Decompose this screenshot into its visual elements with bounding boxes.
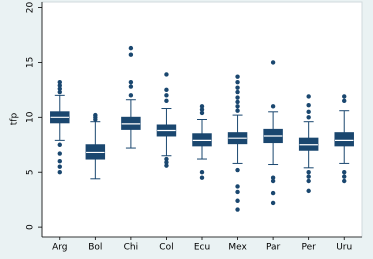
outlier — [235, 108, 240, 113]
outlier — [235, 207, 240, 212]
outlier — [235, 189, 240, 195]
outlier — [57, 151, 62, 156]
outlier — [235, 74, 240, 79]
x-tick-label: Par — [266, 243, 281, 253]
box — [334, 132, 354, 147]
outlier — [342, 98, 347, 104]
outlier — [164, 72, 169, 77]
outlier — [306, 109, 311, 115]
outlier — [235, 198, 240, 203]
x-tick-label: Uru — [336, 243, 352, 253]
outlier — [235, 104, 240, 109]
outlier — [235, 99, 240, 105]
y-tick-label: 15 — [26, 57, 36, 68]
outlier — [57, 83, 62, 88]
y-tick-label: 10 — [26, 111, 36, 123]
x-tick-label: Mex — [228, 243, 247, 253]
outlier — [235, 167, 240, 173]
outlier — [199, 110, 205, 116]
outlier — [306, 188, 311, 194]
outlier — [235, 95, 240, 100]
outlier — [235, 89, 240, 95]
outlier — [235, 85, 240, 90]
x-tick-label: Bol — [88, 243, 102, 253]
outlier — [342, 178, 347, 184]
y-tick-label: 20 — [26, 1, 36, 13]
outlier — [306, 115, 311, 120]
outlier — [128, 52, 134, 57]
outlier — [270, 60, 276, 65]
outlier — [164, 87, 169, 93]
outlier — [57, 79, 62, 85]
outlier — [164, 98, 169, 104]
outlier — [57, 170, 62, 175]
outlier — [342, 174, 347, 179]
y-axis-label: tfp — [10, 113, 20, 126]
outlier — [306, 174, 311, 179]
outlier — [342, 94, 347, 99]
outlier — [93, 117, 98, 122]
outlier — [57, 142, 62, 147]
outlier — [57, 164, 62, 169]
outlier — [199, 107, 205, 112]
outlier — [270, 200, 276, 206]
outlier — [164, 163, 169, 168]
outlier — [199, 104, 205, 109]
outlier — [128, 93, 134, 98]
x-tick-label: Per — [301, 243, 316, 253]
outlier — [270, 178, 276, 184]
outlier — [164, 156, 169, 162]
outlier — [270, 104, 276, 109]
outlier — [306, 178, 311, 184]
outlier — [128, 79, 134, 85]
outlier — [57, 86, 62, 91]
outlier — [235, 184, 240, 189]
outlier — [270, 175, 276, 180]
x-tick-label: Arg — [52, 243, 67, 253]
outlier — [306, 94, 311, 99]
outlier — [235, 79, 240, 85]
outlier — [199, 175, 205, 180]
x-tick-label: Col — [159, 243, 173, 253]
outlier — [306, 103, 311, 108]
outlier — [342, 170, 347, 175]
x-tick-label: Ecu — [194, 243, 210, 253]
outlier — [128, 84, 134, 89]
outlier — [164, 93, 169, 98]
outlier — [199, 170, 205, 175]
outlier — [270, 190, 276, 196]
outlier — [164, 160, 169, 165]
outlier — [306, 170, 311, 175]
outlier — [57, 159, 62, 164]
y-tick-label: 0 — [26, 224, 36, 230]
outlier — [128, 45, 134, 51]
outlier — [57, 89, 62, 95]
x-tick-label: Chi — [124, 243, 139, 253]
y-tick-label: 5 — [26, 169, 36, 175]
